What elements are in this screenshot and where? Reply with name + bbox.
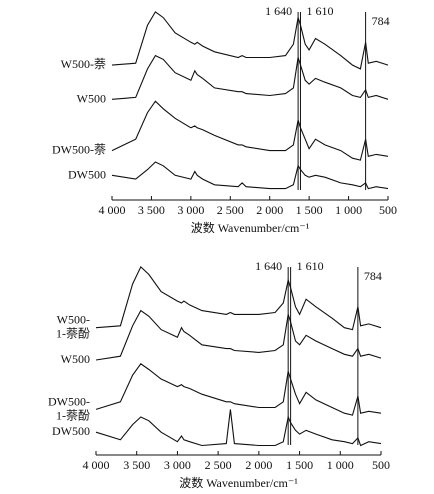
series-label-line: DW500	[52, 424, 90, 438]
series-label-line: W500	[61, 352, 90, 366]
x-tick-label: 1 000	[335, 203, 362, 217]
series-label: DW500-萘	[52, 142, 106, 156]
annotation-label: 1 640	[265, 4, 292, 18]
series-label: W500	[77, 91, 106, 105]
x-tick-label: 4 000	[99, 203, 126, 217]
series-label-line: DW500	[68, 167, 106, 181]
x-tick-label: 1 500	[286, 458, 313, 472]
series-label-line: W500	[77, 91, 106, 105]
series-label: DW500-1-萘酚	[48, 394, 90, 422]
annotation-label: 784	[372, 14, 390, 28]
spectrum-line	[111, 100, 389, 161]
x-tick-label: 2 500	[217, 203, 244, 217]
spectrum-line	[95, 309, 382, 361]
series-label: W500	[61, 352, 90, 366]
annotation-label: 1 610	[306, 4, 333, 18]
x-tick-label: 2 000	[256, 203, 283, 217]
series-label: DW500	[52, 424, 90, 438]
x-tick-label: 3 500	[123, 458, 150, 472]
spectrum-line	[111, 161, 389, 190]
spectrum-line	[111, 54, 389, 100]
annotation-label: 1 610	[297, 259, 324, 273]
series-label: W500-萘	[61, 57, 106, 71]
x-axis-label: 波数 Wavenumber/cm⁻¹	[179, 475, 298, 490]
x-tick-label: 2 000	[245, 458, 272, 472]
x-tick-label: 2 500	[205, 458, 232, 472]
series-label: W500-1-萘酚	[56, 312, 90, 340]
spectrum-line	[95, 265, 382, 331]
series-label-line: DW500-	[48, 394, 90, 408]
x-tick-label: 3 500	[138, 203, 165, 217]
series-label: DW500	[68, 167, 106, 181]
x-tick-label: 3 000	[164, 458, 191, 472]
series-label-line: 1-萘酚	[56, 326, 90, 340]
x-tick-label: 1 000	[327, 458, 354, 472]
spectrum-line	[95, 363, 382, 416]
series-label-line: W500-	[57, 312, 90, 326]
series-label-line: 1-萘酚	[56, 408, 90, 422]
x-tick-label: 3 000	[177, 203, 204, 217]
spectrum-line	[95, 409, 382, 447]
series-label-line: DW500-萘	[52, 142, 106, 156]
series-label-line: W500-萘	[61, 57, 106, 71]
x-tick-label: 500	[372, 458, 390, 472]
spectrum-line	[111, 11, 389, 70]
x-tick-label: 500	[379, 203, 397, 217]
x-tick-label: 4 000	[83, 458, 110, 472]
annotation-label: 1 640	[255, 259, 282, 273]
x-axis-label: 波数 Wavenumber/cm⁻¹	[191, 220, 310, 235]
x-tick-label: 1 500	[296, 203, 323, 217]
annotation-label: 784	[364, 269, 382, 283]
